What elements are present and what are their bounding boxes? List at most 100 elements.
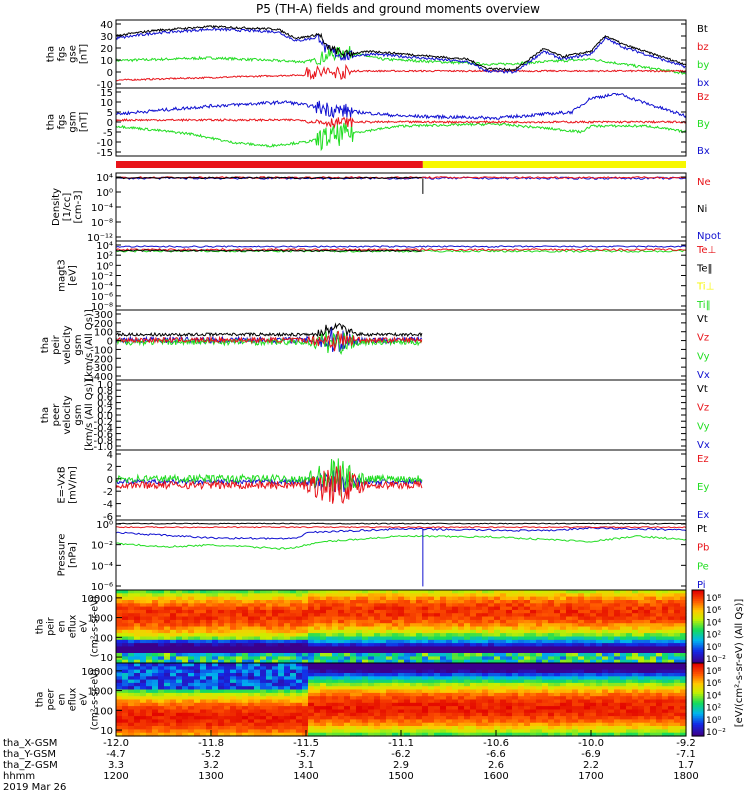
heat-cell — [428, 673, 435, 677]
heat-cell — [626, 719, 633, 724]
heat-cell — [452, 686, 459, 691]
heat-cell — [176, 659, 183, 664]
ytick-label: 10 — [100, 653, 113, 664]
heat-cell — [146, 653, 153, 657]
heat-cell — [398, 590, 405, 594]
heat-cell — [644, 686, 651, 691]
heat-cell — [446, 623, 453, 628]
heat-cell — [590, 722, 597, 727]
heat-cell — [410, 606, 417, 611]
heat-cell — [488, 682, 495, 687]
heat-cell — [194, 649, 201, 654]
heat-cell — [494, 659, 501, 664]
heat-cell — [290, 666, 297, 671]
heat-cell — [446, 722, 453, 727]
heat-cell — [416, 603, 423, 608]
heat-cell — [260, 686, 267, 691]
heat-cell — [338, 716, 345, 720]
heat-cell — [488, 699, 495, 704]
heat-cell — [248, 732, 255, 737]
heat-cell — [626, 716, 633, 720]
heat-cell — [470, 666, 477, 671]
heat-cell — [212, 616, 219, 621]
heat-cell — [332, 629, 339, 634]
heat-cell — [134, 639, 141, 644]
heat-cell — [320, 646, 327, 651]
heat-cell — [152, 603, 159, 608]
heat-cell — [434, 609, 441, 614]
heat-cell — [326, 649, 333, 654]
heat-cell — [158, 659, 165, 664]
heat-cell — [662, 590, 669, 594]
colorbar-cell — [692, 621, 704, 624]
heat-cell — [248, 686, 255, 691]
heat-cell — [668, 609, 675, 614]
heat-cell — [650, 663, 657, 667]
heat-cell — [506, 646, 513, 651]
heat-cell — [404, 732, 411, 737]
heat-cell — [350, 686, 357, 691]
heat-cell — [326, 726, 333, 730]
heat-cell — [272, 676, 279, 681]
colorbar-cell — [692, 628, 704, 631]
heat-cell — [488, 676, 495, 681]
heat-cell — [464, 596, 471, 601]
heat-cell — [650, 729, 657, 734]
heat-cell — [200, 669, 207, 674]
heat-cell — [506, 649, 513, 654]
heat-cell — [566, 593, 573, 598]
heat-cell — [272, 666, 279, 671]
heat-cell — [638, 719, 645, 724]
heat-cell — [134, 656, 141, 661]
legend-te⊥: Te⊥ — [696, 245, 716, 256]
heat-cell — [614, 613, 621, 618]
heat-cell — [446, 646, 453, 651]
heat-cell — [170, 653, 177, 657]
heat-cell — [464, 702, 471, 707]
heat-cell — [542, 639, 549, 644]
heat-cell — [548, 696, 555, 701]
heat-cell — [212, 613, 219, 618]
heat-cell — [314, 669, 321, 674]
ytick-label: -10 — [97, 138, 113, 149]
heat-cell — [206, 702, 213, 707]
ylabel-line: (cm²-s-sr-eV) — [90, 669, 101, 731]
heat-cell — [320, 726, 327, 730]
heat-cell — [446, 656, 453, 661]
heat-cell — [578, 593, 585, 598]
heat-cell — [578, 659, 585, 664]
heat-cell — [518, 636, 525, 641]
heat-cell — [344, 716, 351, 720]
heat-cell — [518, 689, 525, 694]
heat-cell — [428, 702, 435, 707]
heat-cell — [620, 716, 627, 720]
heat-cell — [356, 659, 363, 664]
heat-cell — [434, 619, 441, 624]
heat-cell — [632, 643, 639, 647]
heat-cell — [572, 636, 579, 641]
heat-cell — [350, 726, 357, 730]
heat-cell — [332, 646, 339, 651]
heat-cell — [458, 696, 465, 701]
heat-cell — [548, 659, 555, 664]
heat-cell — [182, 729, 189, 734]
heat-cell — [500, 696, 507, 701]
heat-cell — [518, 699, 525, 704]
heat-cell — [470, 616, 477, 621]
heat-cell — [602, 689, 609, 694]
heat-cell — [632, 709, 639, 714]
heat-cell — [278, 623, 285, 628]
heat-cell — [608, 709, 615, 714]
heat-cell — [482, 606, 489, 611]
heat-cell — [656, 619, 663, 624]
heat-cell — [506, 626, 513, 631]
heat-cell — [308, 653, 315, 657]
heat-cell — [188, 729, 195, 734]
heat-cell — [200, 709, 207, 714]
heat-cell — [260, 613, 267, 618]
heat-cell — [146, 633, 153, 637]
heat-cell — [632, 689, 639, 694]
ylabel-line: en — [57, 694, 68, 706]
heat-cell — [530, 732, 537, 737]
